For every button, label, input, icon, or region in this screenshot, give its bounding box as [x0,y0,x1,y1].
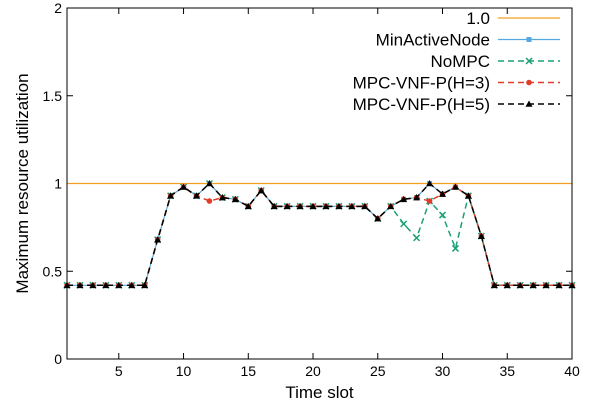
legend-label: MPC-VNF-P(H=3) [353,74,490,93]
series-4-point [76,281,84,289]
legend: 1.0 MinActiveNode NoMPC MPC-VNF-P(H=3) MPC-V… [353,9,560,114]
y-tick-label: 0 [54,351,62,367]
series-4-point [413,194,421,201]
series-3-point [206,198,213,204]
x-marker-stroke [438,211,447,219]
y-axis-label: Maximum resource utilization [13,73,32,293]
series-4-point [503,281,511,289]
series-4-point [141,281,149,289]
series-4-point [477,232,485,239]
series-4-point [270,202,278,210]
series-4-point [180,183,188,190]
legend-marker [525,57,533,65]
x-tick-label: 35 [499,363,515,379]
x-tick-label: 30 [435,363,451,379]
series-4-point [322,202,330,210]
series-4-point [361,202,369,210]
legend-marker [526,37,532,42]
series-2-point [413,234,421,242]
x-tick-label: 40 [564,363,580,379]
plot-frame [66,7,573,360]
series-4-point [231,195,239,203]
x-tick-label: 20 [305,363,321,379]
label-layer: Time slot Maximum resource utilization [13,73,354,402]
series-4-point [154,236,162,243]
legend-item: NoMPC [430,52,560,71]
series-4-point [387,202,395,210]
x-tick-label: 10 [176,363,192,379]
series-4-point [205,180,213,187]
series-4-point [296,202,304,210]
legend-label: NoMPC [430,52,490,71]
series-4-point [335,202,343,210]
x-marker-stroke [525,57,533,65]
series-line-4 [67,182,572,287]
series-line-1 [67,182,572,286]
series-4-point [102,281,110,289]
legend-item: 1.0 [466,9,560,28]
series-4-point [374,215,382,222]
series-4-point [89,281,97,289]
series-3-point [426,198,433,204]
x-tick-label: 15 [240,363,256,379]
y-tick-label: 2 [54,0,62,16]
series-4-point [426,180,434,187]
series-4-point [115,281,123,289]
legend-label: MPC-VNF-P(H=5) [353,95,490,114]
legend-item: MPC-VNF-P(H=5) [353,95,560,114]
legend-item: MPC-VNF-P(H=3) [353,74,560,93]
series-4-point [348,202,356,210]
axis-layer: 00.511.525 10 15 20 25 30 35 40 [43,0,580,379]
series-line-3 [67,186,572,287]
series-4-point [167,192,175,199]
series-layer [63,179,576,289]
y-tick-label: 1 [54,176,62,192]
series-2-point [451,244,459,252]
legend-label: 1.0 [466,9,490,28]
legend-marker [526,79,532,86]
series-4-point [244,202,252,210]
x-marker-stroke [451,244,459,252]
series-4-point [516,281,524,289]
y-tick-label: 0.5 [43,263,63,279]
x-tick-label: 25 [370,363,386,379]
series-4-point [192,192,200,199]
series-4-point [555,281,563,289]
series-4-point [451,183,459,190]
series-2-point [400,220,408,228]
legend-marker [525,100,533,107]
series-4-point [490,281,498,289]
series-4-point [257,187,265,194]
frame-layer [66,7,573,360]
x-axis-label: Time slot [285,383,354,402]
y-tick-label: 1.5 [43,88,63,104]
series-2-point [438,211,447,219]
series-4-point [128,281,136,289]
series-4-point [464,192,472,199]
series-4-point [439,190,447,197]
series-4-point [400,195,408,203]
legend-label: MinActiveNode [376,31,490,50]
x-tick-label: 5 [115,363,123,379]
series-4-point [218,194,226,201]
series-line-2 [67,182,572,287]
legend-item: MinActiveNode [376,31,560,50]
x-marker-stroke [413,234,421,242]
series-4-point [529,281,537,289]
x-marker-stroke [400,220,408,228]
series-4-point [283,202,291,210]
series-4-point [542,281,550,289]
series-4-point [309,202,317,210]
